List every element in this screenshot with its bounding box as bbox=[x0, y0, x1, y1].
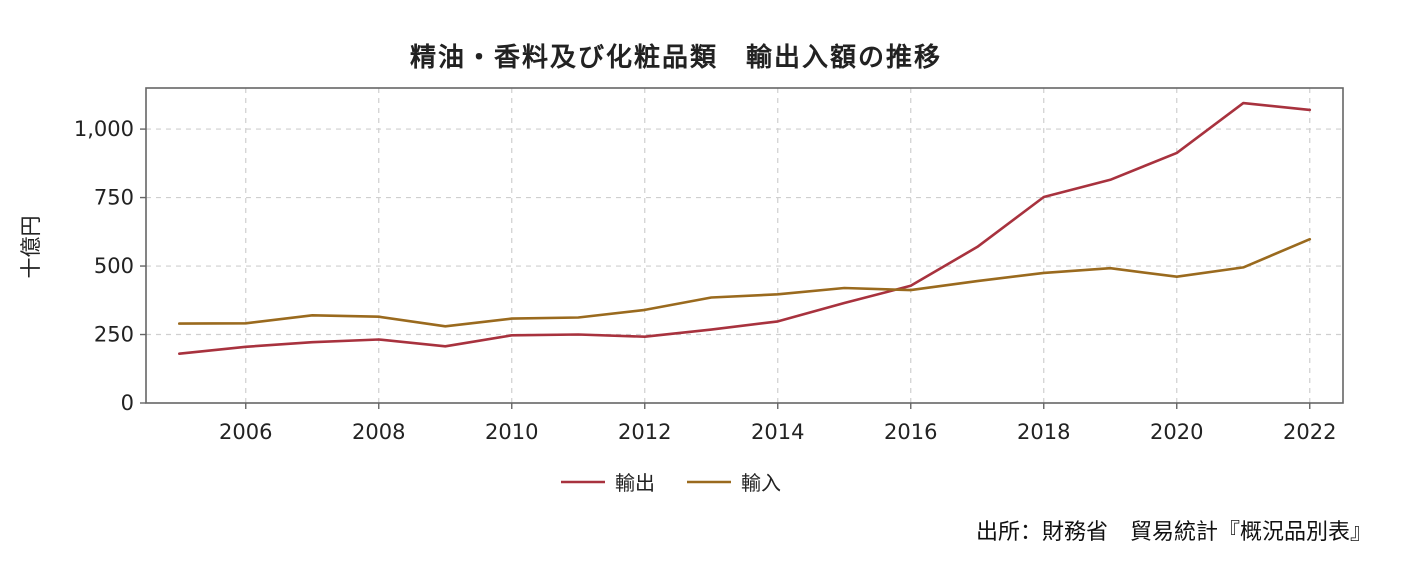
x-tick-label: 2006 bbox=[219, 420, 272, 444]
legend-label: 輸出 bbox=[615, 471, 655, 495]
x-tick-label: 2022 bbox=[1283, 420, 1336, 444]
y-tick-label: 750 bbox=[94, 186, 134, 210]
x-tick-label: 2008 bbox=[352, 420, 405, 444]
series-line-import bbox=[178, 237, 1312, 328]
series-lines bbox=[178, 101, 1312, 356]
source-note: 出所：財務省 貿易統計『概況品別表』 bbox=[976, 520, 1372, 545]
x-tick-label: 2018 bbox=[1017, 420, 1070, 444]
series-line-export bbox=[178, 101, 1312, 356]
y-tick-label: 250 bbox=[94, 323, 134, 347]
x-tick-label: 2020 bbox=[1150, 420, 1203, 444]
y-tick-label: 500 bbox=[94, 254, 134, 278]
x-tick-label: 2014 bbox=[751, 420, 804, 444]
x-tick-label: 2012 bbox=[618, 420, 671, 444]
y-axis-label: 十億円 bbox=[19, 216, 43, 279]
y-axis-ticks: 0 250 500 750 1,000 bbox=[74, 117, 146, 415]
x-tick-label: 2016 bbox=[884, 420, 937, 444]
x-tick-label: 2010 bbox=[485, 420, 538, 444]
y-tick-label: 0 bbox=[121, 391, 134, 415]
y-tick-label: 1,000 bbox=[74, 117, 134, 141]
chart-title: 精油・香料及び化粧品類 輸出入額の推移 bbox=[410, 42, 942, 73]
x-axis-ticks: 2006 2008 2010 2012 2014 2016 2018 2020 2022 bbox=[219, 403, 1336, 444]
legend: 輸出 輸入 bbox=[561, 471, 781, 495]
plot-area-frame bbox=[145, 87, 1344, 404]
grid-lines bbox=[146, 88, 1343, 403]
legend-label: 輸入 bbox=[741, 471, 781, 495]
